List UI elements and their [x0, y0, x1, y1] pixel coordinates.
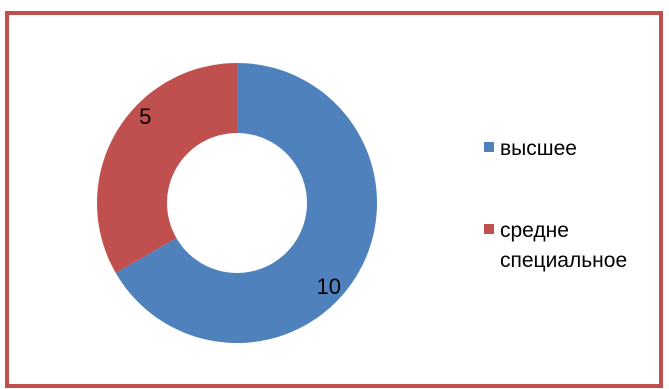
chart-legend: высшее средне специальное	[484, 137, 627, 272]
data-label-sredne-specialnoe: 5	[139, 104, 151, 129]
legend-swatch-sredne-specialnoe	[484, 224, 494, 234]
donut-data-labels: 10 5	[139, 104, 341, 299]
legend-label-sredne-line1: средне	[500, 219, 569, 242]
legend-swatch-vysshee	[484, 142, 494, 152]
data-label-vysshee: 10	[317, 274, 341, 299]
legend-label-sredne-line2: специальное	[500, 249, 627, 272]
donut-slice-vysshee	[115, 63, 378, 343]
legend-label-vysshee: высшее	[500, 137, 577, 160]
donut-slices	[97, 63, 378, 343]
donut-slice-sredne-specialnoe	[97, 63, 237, 273]
